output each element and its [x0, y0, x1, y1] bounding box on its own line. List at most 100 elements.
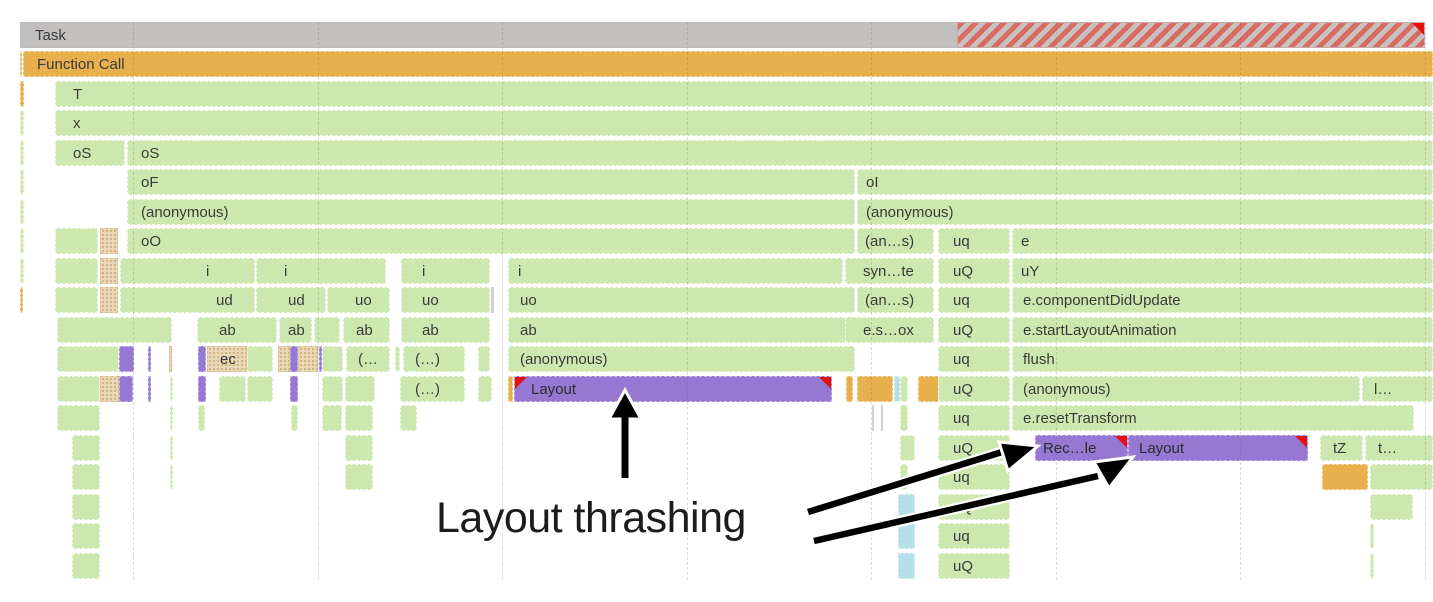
frame-t[interactable]: T: [55, 81, 1433, 107]
frame-bar[interactable]: [219, 376, 246, 402]
frame-e-componentdidupdate[interactable]: e.componentDidUpdate: [1012, 287, 1433, 313]
frame-bar[interactable]: [247, 376, 273, 402]
frame-bar[interactable]: [322, 376, 343, 402]
frame-bar[interactable]: [55, 228, 98, 254]
frame-of[interactable]: oF: [127, 169, 855, 195]
frame-bar[interactable]: [322, 346, 343, 372]
frame-bar[interactable]: [508, 376, 513, 402]
frame-an-s[interactable]: (an…s): [857, 287, 934, 313]
frame-bar[interactable]: [1370, 553, 1374, 579]
frame-bar[interactable]: [170, 376, 173, 402]
frame-bar[interactable]: [319, 346, 322, 372]
frame-bar[interactable]: [100, 258, 118, 284]
frame-uq[interactable]: uQ: [938, 317, 1010, 343]
frame-bar[interactable]: [322, 405, 342, 431]
frame-bar[interactable]: [100, 228, 118, 254]
frame-bar[interactable]: [894, 376, 900, 402]
frame-bar[interactable]: [20, 81, 24, 107]
frame-os[interactable]: oS: [127, 140, 1433, 166]
frame-uo[interactable]: uo: [508, 287, 855, 313]
frame-ab[interactable]: ab: [343, 317, 390, 343]
frame-bar[interactable]: [198, 346, 206, 372]
frame-e-resettransform[interactable]: e.resetTransform: [1012, 405, 1414, 431]
frame-uq[interactable]: uQ: [938, 258, 1010, 284]
frame-bar[interactable]: [345, 405, 373, 431]
frame-rec-le[interactable]: Rec…le: [1035, 435, 1128, 461]
frame-tz[interactable]: tZ: [1320, 435, 1363, 461]
frame-bar[interactable]: [72, 523, 100, 549]
frame-ud[interactable]: ud: [256, 287, 326, 313]
frame-bar[interactable]: [898, 523, 915, 549]
frame-bar[interactable]: [898, 494, 915, 520]
frame-i[interactable]: i: [120, 258, 255, 284]
frame-syn-te[interactable]: syn…te: [845, 258, 934, 284]
frame-task[interactable]: Task: [20, 22, 957, 48]
frame-bar[interactable]: [198, 376, 206, 402]
frame-bar[interactable]: [345, 464, 373, 490]
frame-uq[interactable]: uq: [938, 523, 1010, 549]
frame-bar[interactable]: [247, 346, 273, 372]
frame-bar[interactable]: [900, 405, 908, 431]
frame-bar[interactable]: [314, 317, 340, 343]
frame-uq[interactable]: uQ: [938, 553, 1010, 579]
frame-bar[interactable]: [857, 376, 893, 402]
frame-bar[interactable]: [918, 376, 940, 402]
frame-an-s[interactable]: (an…s): [857, 228, 934, 254]
frame-bar[interactable]: [20, 199, 24, 225]
frame-uq[interactable]: uQ: [938, 494, 1010, 520]
frame-uq[interactable]: uq: [938, 287, 1010, 313]
frame-bar[interactable]: [100, 287, 118, 313]
frame-bar[interactable]: [20, 228, 24, 254]
frame-bar[interactable]: [55, 287, 98, 313]
frame-bar[interactable]: [1370, 464, 1433, 490]
frame-i[interactable]: i: [256, 258, 386, 284]
frame-uq[interactable]: uq: [938, 346, 1010, 372]
frame-[interactable]: (…): [400, 376, 465, 402]
frame-layout[interactable]: Layout: [1128, 435, 1308, 461]
frame-[interactable]: (…): [403, 346, 465, 372]
frame-bar[interactable]: [57, 317, 172, 343]
frame-ab[interactable]: ab: [279, 317, 312, 343]
frame-uo[interactable]: uo: [327, 287, 390, 313]
frame-bar[interactable]: [57, 376, 100, 402]
frame-bar[interactable]: [148, 346, 151, 372]
frame-oo[interactable]: oO: [127, 228, 855, 254]
frame-layout[interactable]: Layout: [514, 376, 832, 402]
frame-bar[interactable]: [72, 435, 100, 461]
frame-bar[interactable]: [72, 494, 100, 520]
frame-bar[interactable]: [72, 464, 100, 490]
frame-anonymous[interactable]: (anonymous): [857, 199, 1433, 225]
frame-bar[interactable]: [898, 553, 915, 579]
frame-bar[interactable]: [872, 405, 874, 431]
frame-x[interactable]: x: [55, 110, 1433, 136]
frame-anonymous[interactable]: (anonymous): [508, 346, 855, 372]
frame-bar[interactable]: [20, 140, 24, 166]
frame-uy[interactable]: uY: [1012, 258, 1433, 284]
frame-bar[interactable]: [278, 346, 290, 372]
frame-uq[interactable]: uq: [938, 405, 1010, 431]
frame-bar[interactable]: [20, 51, 22, 77]
frame-bar[interactable]: [846, 376, 853, 402]
frame-bar[interactable]: [198, 405, 205, 431]
frame-ab[interactable]: ab: [401, 317, 490, 343]
frame-t[interactable]: t…: [1365, 435, 1433, 461]
frame-bar[interactable]: [900, 376, 908, 402]
frame-bar[interactable]: [400, 405, 417, 431]
frame-bar[interactable]: [1322, 464, 1368, 490]
frame-anonymous[interactable]: (anonymous): [127, 199, 855, 225]
frame-bar[interactable]: [1370, 523, 1374, 549]
frame-uq[interactable]: uq: [938, 228, 1010, 254]
frame-ec[interactable]: ec: [207, 346, 247, 372]
frame-bar[interactable]: [57, 346, 119, 372]
frame-bar[interactable]: [20, 258, 24, 284]
frame-l[interactable]: l…: [1362, 376, 1433, 402]
frame-bar[interactable]: [100, 376, 119, 402]
frame-bar[interactable]: [345, 376, 375, 402]
frame-bar[interactable]: [1370, 494, 1413, 520]
frame-bar[interactable]: [20, 110, 24, 136]
frame-uq[interactable]: uQ: [938, 435, 1010, 461]
frame-bar[interactable]: [881, 405, 883, 431]
frame-bar[interactable]: [170, 405, 173, 431]
frame-bar[interactable]: [957, 22, 1425, 48]
frame-bar[interactable]: [170, 435, 173, 461]
